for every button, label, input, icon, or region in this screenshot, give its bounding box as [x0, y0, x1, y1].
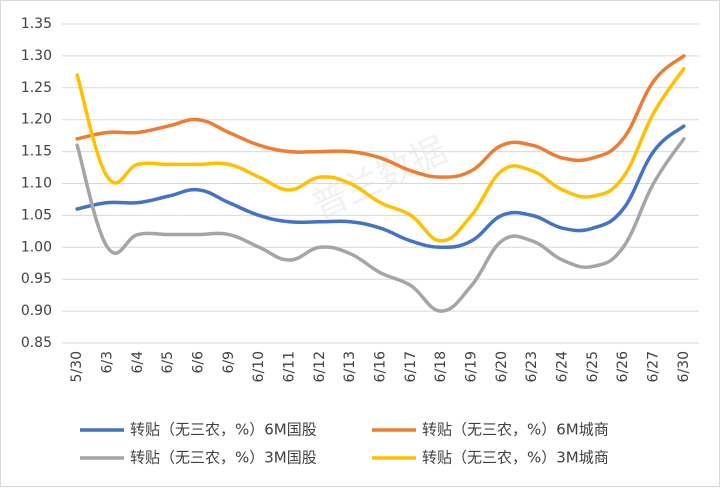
y-tick-label: 1.20 [21, 112, 52, 128]
y-tick-label: 0.95 [21, 271, 52, 287]
x-tick-label: 6/25 [585, 351, 601, 382]
x-tick-label: 6/17 [403, 351, 419, 382]
line-series [75, 66, 686, 243]
x-tick-label: 6/3 [100, 351, 116, 374]
line-series [75, 54, 686, 179]
y-tick-label: 1.35 [21, 16, 52, 32]
y-tick-label: 1.05 [21, 207, 52, 223]
x-tick-label: 6/30 [676, 351, 692, 382]
legend-label: 转贴（无三农，%）3M城商 [422, 449, 609, 467]
x-tick-label: 6/16 [373, 351, 389, 383]
x-tick-label: 6/23 [524, 351, 540, 382]
x-tick-label: 6/26 [615, 351, 631, 383]
x-tick-label: 5/30 [69, 351, 85, 382]
y-tick-label: 0.85 [21, 335, 52, 351]
y-tick-label: 1.15 [21, 144, 52, 160]
legend-label: 转贴（无三农，%）6M城商 [422, 421, 609, 439]
y-tick-label: 1.25 [21, 80, 52, 96]
x-tick-label: 6/9 [221, 351, 237, 374]
x-tick-label: 6/12 [312, 351, 328, 382]
y-tick-label: 0.90 [21, 303, 52, 319]
line-series [75, 137, 686, 313]
x-tick-label: 6/6 [191, 351, 207, 374]
legend-label: 转贴（无三农，%）3M国股 [130, 449, 317, 467]
x-tick-label: 6/18 [433, 351, 449, 382]
x-tick-label: 6/13 [342, 351, 358, 382]
legend-label: 转贴（无三农，%）6M国股 [130, 421, 317, 439]
x-tick-label: 6/27 [646, 351, 662, 382]
x-tick-label: 6/4 [130, 351, 146, 374]
x-tick-label: 6/24 [555, 351, 571, 383]
x-tick-label: 6/19 [464, 351, 480, 382]
y-tick-label: 1.10 [21, 176, 52, 192]
x-tick-label: 6/20 [494, 351, 510, 382]
x-tick-label: 6/11 [282, 351, 298, 382]
x-tick-label: 6/10 [251, 351, 267, 382]
y-tick-label: 1.30 [21, 48, 52, 64]
line-series [75, 124, 686, 250]
y-tick-label: 1.00 [21, 239, 52, 255]
x-tick-label: 6/5 [160, 351, 176, 374]
